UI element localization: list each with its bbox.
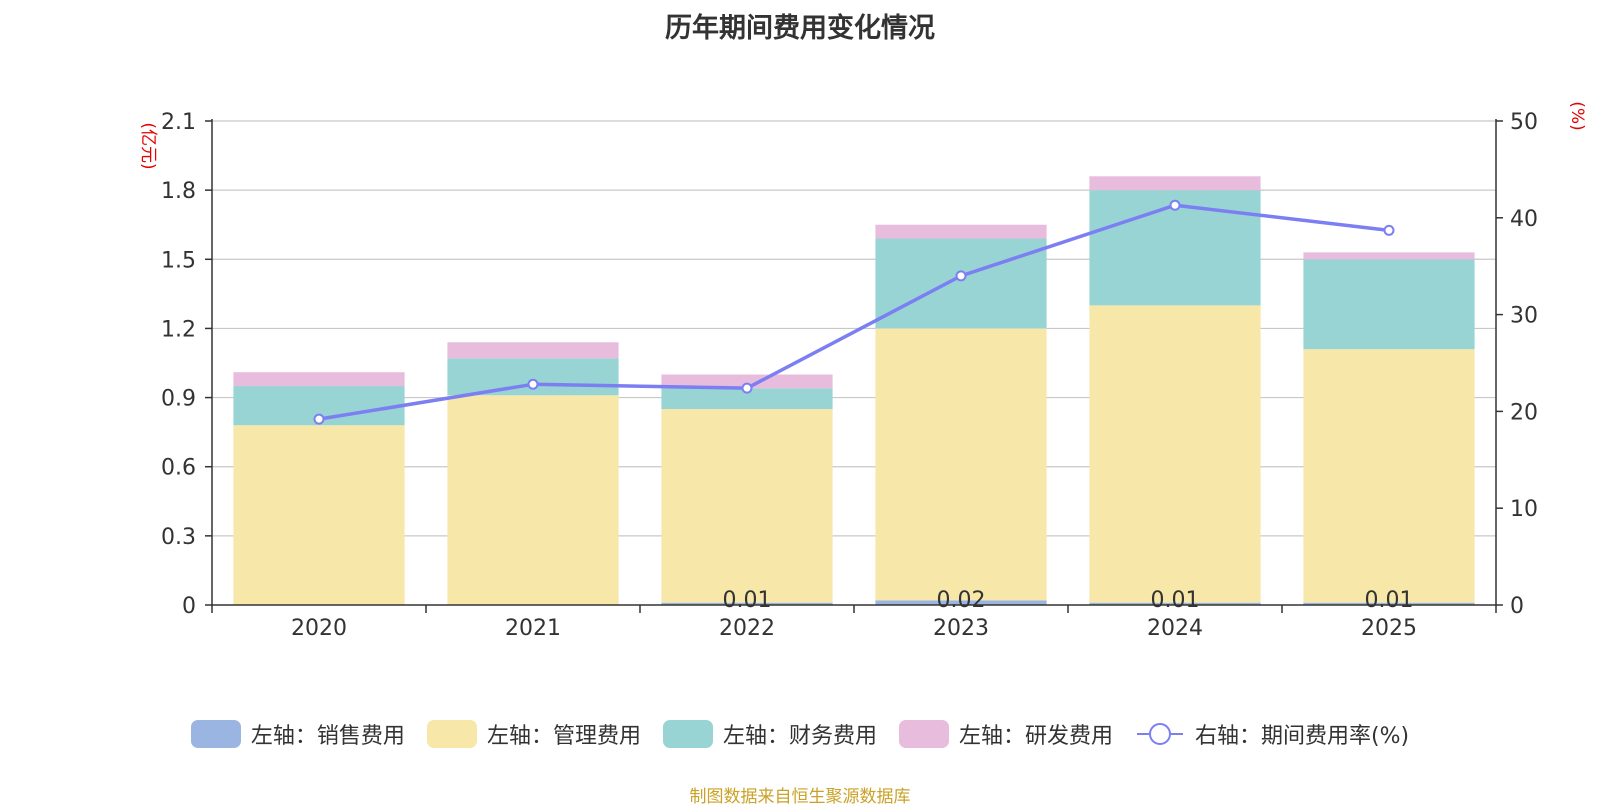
data-label: 0.02 [937,588,986,613]
legend-item[interactable]: 右轴：期间费用率(%) [1135,718,1409,750]
bar-segment [447,395,619,605]
chart-plot: 0 0.3 0.6 0.9 1.2 1.5 1.8 2.1 0 10 20 30 40 50 (亿元) (%)… [138,101,1587,641]
data-label: 0.01 [1151,588,1200,613]
bar-segment [1303,349,1475,603]
bar-segment [875,224,1047,239]
legend-swatch [898,720,949,748]
left-tick-label: 0.9 [161,387,196,412]
bar-segment [233,425,405,605]
bar-series [233,176,1475,605]
bar-segment [875,238,1047,329]
left-tick-label: 1.2 [161,317,196,342]
x-tick-label: 2022 [719,616,775,641]
right-tick-label: 10 [1510,497,1538,522]
bar-segment [661,374,833,389]
bar-segment [661,409,833,603]
legend-item[interactable]: 左轴：管理费用 [426,718,641,750]
left-tick-label: 0.3 [161,525,196,550]
bar-segment [1303,259,1475,350]
right-tick-label: 50 [1510,110,1538,135]
line-point [313,413,325,425]
left-tick-label: 0 [182,594,196,619]
legend-swatch [426,720,477,748]
left-tick-label: 0.6 [161,456,196,481]
x-tick-label: 2025 [1361,616,1417,641]
bar-segment [233,372,405,387]
left-tick-label: 1.8 [161,179,196,204]
legend-swatch [190,720,241,748]
source-note: 制图数据来自恒生聚源数据库 [689,787,911,807]
grid-lines [212,120,1496,537]
right-tick-label: 20 [1510,400,1538,425]
legend-label: 左轴：管理费用 [486,724,641,749]
bar-segment [875,600,1047,605]
legend-label: 左轴：研发费用 [958,724,1113,749]
chart-title: 历年期间费用变化情况 [665,13,935,44]
line-series [313,199,1395,425]
legend-item[interactable]: 左轴：销售费用 [190,718,405,750]
bar-segment [1303,252,1475,260]
right-tick-label: 0 [1510,594,1524,619]
legend-line-swatch [1136,723,1183,745]
bar-segment [447,342,619,359]
line-point [1383,224,1395,236]
legend: 左轴：销售费用 左轴：管理费用 左轴：财务费用 左轴：研发费用 右轴：期间费用率(%) [0,718,1600,750]
legend-label: 左轴：财务费用 [722,724,877,749]
bar-segment [1089,305,1261,603]
left-axis-unit: (亿元) [138,122,158,169]
data-label: 0.01 [1365,588,1414,613]
legend-swatch [662,720,713,748]
data-label: 0.01 [723,588,772,613]
legend-label: 左轴：销售费用 [250,724,405,749]
axes: 0 0.3 0.6 0.9 1.2 1.5 1.8 2.1 0 10 20 30 40 50 (亿元) (%)… [138,101,1587,641]
x-tick-label: 2023 [933,616,989,641]
data-labels: 0.01 0.02 0.01 0.01 [723,588,1414,613]
bar-segment [1089,602,1261,605]
x-tick-label: 2024 [1147,616,1203,641]
left-tick-label: 2.1 [161,110,196,135]
bar-segment [1089,176,1261,191]
bar-segment [875,328,1047,601]
right-tick-label: 30 [1510,304,1538,329]
legend-item[interactable]: 左轴：财务费用 [662,718,877,750]
legend-label: 右轴：期间费用率(%) [1194,724,1410,749]
left-tick-label: 1.5 [161,248,196,273]
right-tick-label: 40 [1510,207,1538,232]
bar-segment [1303,602,1475,605]
line-point [1169,199,1181,211]
x-tick-label: 2021 [505,616,561,641]
rate-line [318,203,1390,421]
line-point [955,270,967,282]
bar-segment [661,388,833,410]
right-axis-unit: (%) [1567,101,1587,130]
line-point [741,382,753,394]
line-point [527,378,539,390]
bar-segment [661,602,833,605]
x-tick-label: 2020 [291,616,347,641]
legend-item[interactable]: 左轴：研发费用 [898,718,1113,750]
